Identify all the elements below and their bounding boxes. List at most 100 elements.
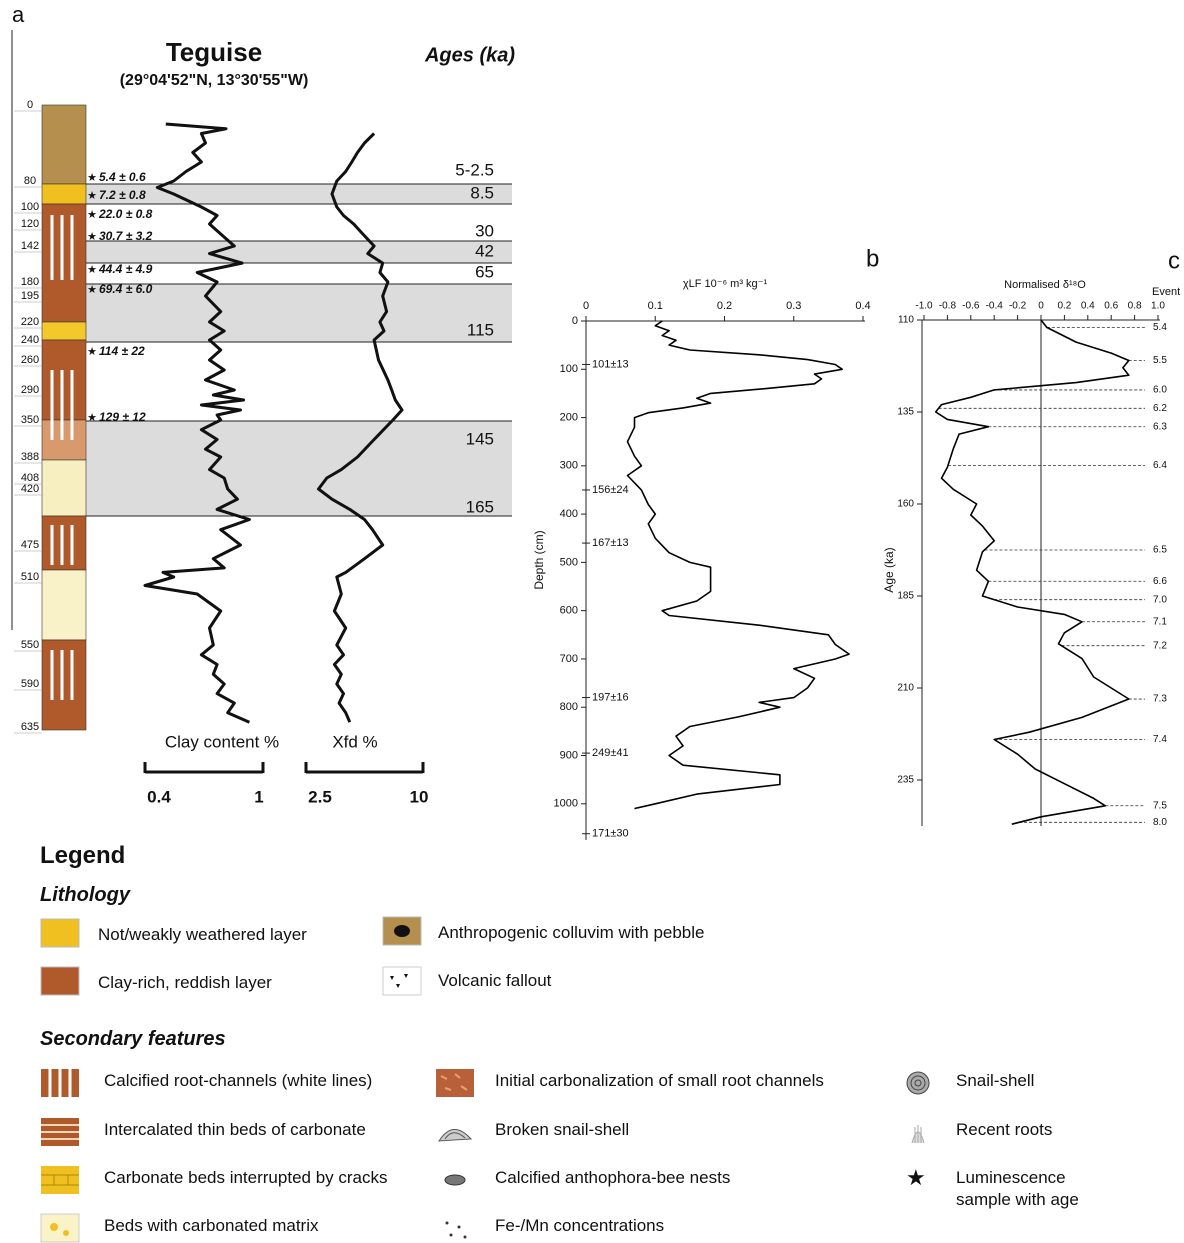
ages-title: Ages (ka) bbox=[424, 44, 515, 66]
y-tick-label: 500 bbox=[560, 556, 578, 568]
legend-icon bbox=[40, 918, 80, 948]
legend-icon bbox=[382, 916, 422, 946]
annotation: 156±24 bbox=[592, 484, 629, 496]
annotation: 171±30 bbox=[592, 828, 629, 840]
x-tick-label: 0 bbox=[1038, 301, 1044, 312]
x-tick-label: 0.4 bbox=[855, 300, 870, 312]
depth-label: 180 bbox=[21, 276, 39, 288]
legend-label: Beds with carbonated matrix bbox=[104, 1216, 319, 1235]
age-band bbox=[86, 421, 512, 516]
icon bbox=[911, 1125, 925, 1144]
y-tick-label: 135 bbox=[897, 407, 914, 418]
event-label: 6.3 bbox=[1153, 421, 1167, 432]
event-label: 6.0 bbox=[1153, 385, 1167, 396]
y-tick-label: 210 bbox=[897, 683, 914, 694]
age-band bbox=[86, 284, 512, 342]
luminescence-age: 114 ± 22 bbox=[99, 344, 145, 358]
x-tick-label: -0.6 bbox=[962, 301, 980, 312]
legend-label: Broken snail-shell bbox=[495, 1120, 630, 1139]
y-axis-title: Age (ka) bbox=[882, 547, 896, 592]
y-axis-title: Depth (cm) bbox=[532, 530, 546, 589]
depth-label: 142 bbox=[21, 240, 39, 252]
depth-label: 388 bbox=[21, 451, 39, 463]
x-axis-title: χLF 10⁻⁶ m³ kg⁻¹ bbox=[683, 278, 768, 290]
legend-label: Recent roots bbox=[956, 1120, 1053, 1139]
icon bbox=[40, 966, 80, 996]
legend-icon bbox=[40, 1213, 80, 1243]
axis-title: Clay content % bbox=[165, 732, 279, 751]
luminescence-age: 129 ± 12 bbox=[99, 410, 146, 424]
icon bbox=[41, 1118, 79, 1146]
legend-icon bbox=[382, 966, 422, 996]
x-tick-label: 1 bbox=[254, 787, 263, 806]
depth-label: 550 bbox=[21, 639, 39, 651]
depth-label: 80 bbox=[24, 175, 36, 187]
event-label: 7.5 bbox=[1153, 800, 1167, 811]
x-tick-label: -0.8 bbox=[939, 301, 957, 312]
y-tick-label: 1000 bbox=[554, 798, 578, 810]
event-label: 8.0 bbox=[1153, 817, 1167, 828]
icon bbox=[906, 1071, 930, 1095]
y-tick-label: 300 bbox=[560, 460, 578, 472]
legend-icon bbox=[435, 1068, 475, 1098]
legend-heading: Secondary features bbox=[40, 1028, 226, 1050]
y-tick-label: 235 bbox=[897, 775, 914, 786]
data-line bbox=[934, 319, 1130, 825]
column-layer bbox=[41, 515, 87, 571]
legend-label: Initial carbonalization of small root ch… bbox=[495, 1071, 824, 1090]
luminescence-star: ★ bbox=[87, 190, 97, 202]
y-tick-label: 0 bbox=[572, 315, 578, 327]
x-tick-label: -0.2 bbox=[1009, 301, 1027, 312]
depth-label: 590 bbox=[21, 678, 39, 690]
legend-title: Legend bbox=[40, 842, 126, 869]
icon bbox=[41, 1166, 79, 1194]
column-layer bbox=[41, 203, 87, 323]
icon bbox=[444, 1174, 466, 1186]
x-tick-label: 0.3 bbox=[786, 300, 801, 312]
legend-label: Luminescence sample with age bbox=[956, 1168, 1079, 1209]
legend-label: Snail-shell bbox=[956, 1071, 1035, 1090]
legend-icon bbox=[40, 1068, 80, 1098]
age-label: 8.5 bbox=[470, 183, 494, 202]
depth-label: 260 bbox=[21, 354, 39, 366]
legend-icon bbox=[898, 1117, 938, 1147]
luminescence-star: ★ bbox=[87, 209, 97, 221]
luminescence-star: ★ bbox=[87, 172, 97, 184]
event-label: 5.5 bbox=[1153, 355, 1167, 366]
luminescence-age: 5.4 ± 0.6 bbox=[99, 170, 146, 184]
annotation: 167±13 bbox=[592, 537, 629, 549]
icon bbox=[438, 1129, 473, 1142]
icon bbox=[382, 966, 422, 996]
depth-label: 100 bbox=[21, 201, 39, 213]
event-label: 6.6 bbox=[1153, 576, 1167, 587]
profile-line bbox=[143, 122, 251, 724]
icon bbox=[41, 1069, 79, 1097]
panel-label: a bbox=[12, 2, 25, 27]
y-tick-label: 200 bbox=[560, 411, 578, 423]
y-tick-label: 185 bbox=[897, 591, 914, 602]
panel-subtitle: (29°04'52"N, 13°30'55"W) bbox=[120, 72, 309, 89]
depth-label: 420 bbox=[21, 483, 39, 495]
depth-label: 350 bbox=[21, 414, 39, 426]
legend-label: Intercalated thin beds of carbonate bbox=[104, 1120, 366, 1139]
icon bbox=[436, 1069, 474, 1097]
icon bbox=[445, 1221, 467, 1239]
x-tick-label: 1.0 bbox=[1151, 301, 1165, 312]
column-layer bbox=[41, 569, 87, 641]
legend-icon bbox=[435, 1165, 475, 1195]
column-layer bbox=[41, 459, 87, 517]
depth-label: 120 bbox=[21, 218, 39, 230]
axis-title: Xfd % bbox=[332, 732, 377, 751]
column-layer bbox=[41, 419, 87, 461]
x-tick-label: 10 bbox=[410, 787, 429, 806]
data-line bbox=[626, 320, 850, 810]
y-tick-label: 110 bbox=[898, 315, 914, 326]
event-label: 6.2 bbox=[1153, 403, 1167, 414]
panel-title: Teguise bbox=[166, 37, 262, 67]
legend-icon bbox=[40, 1165, 80, 1195]
luminescence-star: ★ bbox=[87, 284, 97, 296]
legend-icon: ★ bbox=[898, 1165, 938, 1195]
legend-label: Anthropogenic colluvim with pebble bbox=[438, 923, 705, 942]
depth-label: 290 bbox=[21, 384, 39, 396]
